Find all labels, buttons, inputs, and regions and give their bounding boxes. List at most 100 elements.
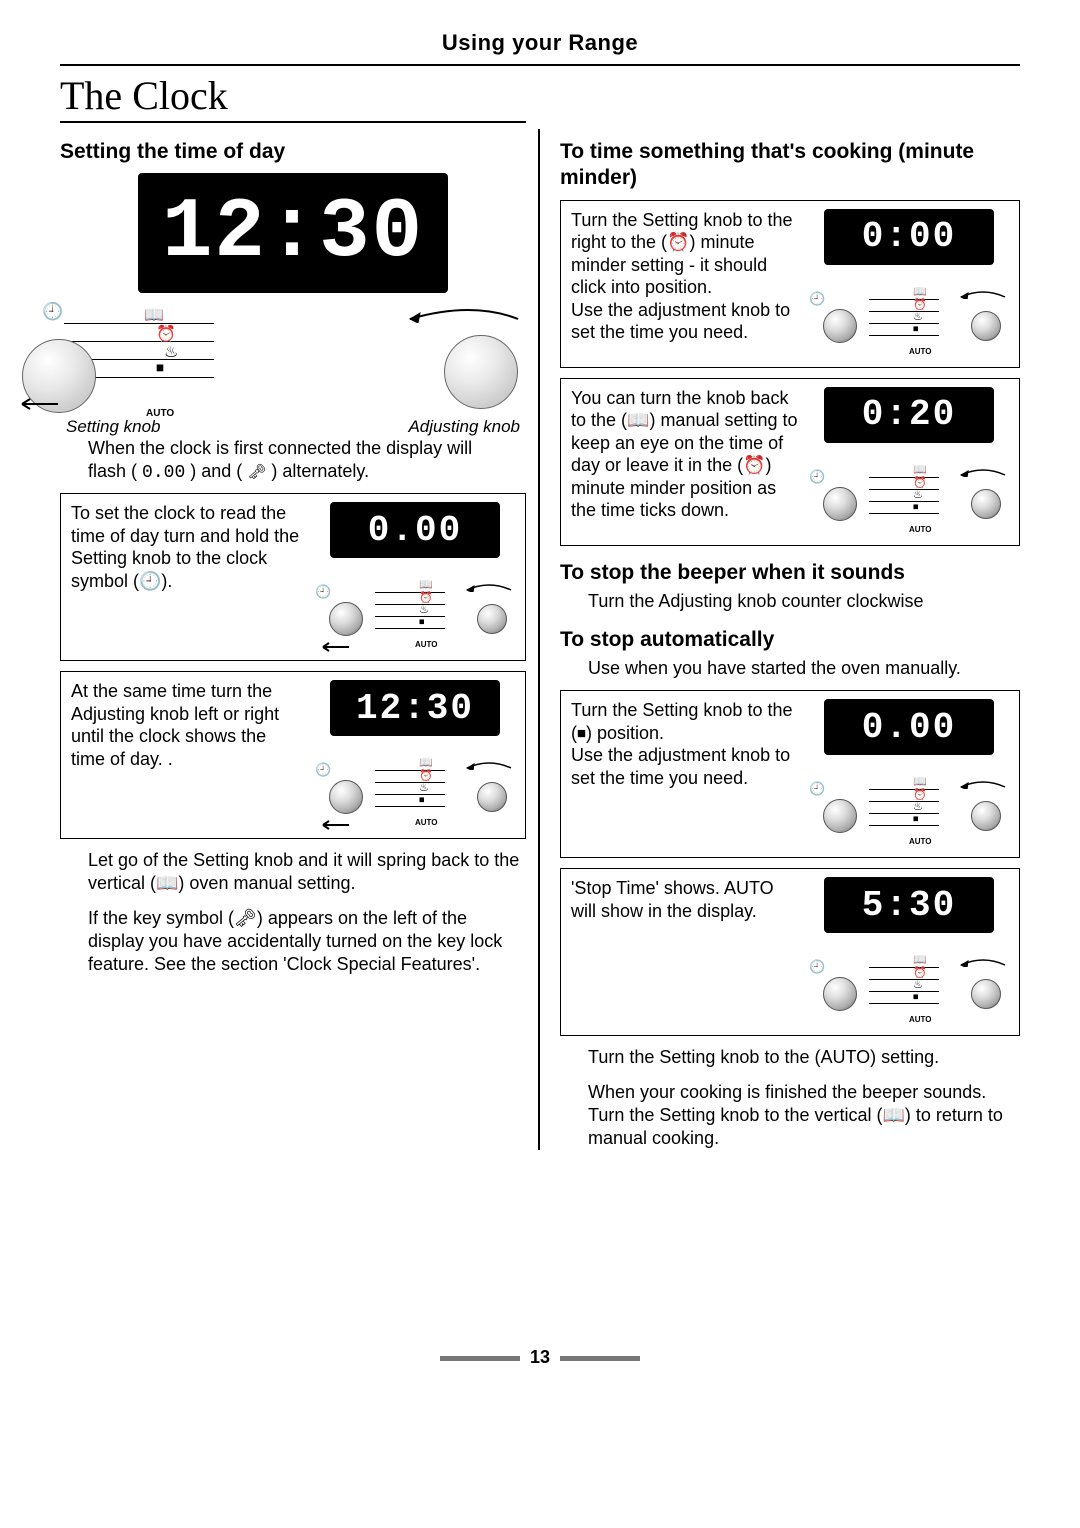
clock-icon: 🕘 — [42, 302, 63, 322]
keylock-text: If the key symbol (🗝) appears on the lef… — [60, 907, 526, 976]
curved-arrow-icon — [402, 305, 522, 323]
key-icon: 🗝 — [247, 464, 266, 481]
oven-icon: ♨ — [913, 489, 923, 501]
instruction-box-minder-set: Turn the Setting knob to the right to th… — [560, 200, 1020, 368]
flash-segment-value: 0.00 — [142, 463, 185, 483]
oven-icon: ♨ — [164, 342, 178, 362]
stop-icon: ⏹ — [913, 501, 919, 513]
mini-knob-diagram: 🕘 📖 ⏰ ♨ ⏹ AUTO — [809, 447, 1009, 537]
lcd-small-display: 0.00 — [330, 502, 500, 558]
left-column: Setting the time of day 12:30 🕘 📖 ⏰ ♨ ⏹ … — [60, 129, 540, 1150]
heading-stop-auto: To stop automatically — [560, 627, 1020, 653]
curved-arrow-icon — [463, 760, 513, 770]
right-column: To time something that's cooking (minute… — [540, 129, 1020, 1150]
letgo-text: Let go of the Setting knob and it will s… — [60, 849, 526, 895]
oven-icon: ♨ — [419, 782, 429, 794]
knob-labels-row: Setting knob Adjusting knob — [60, 417, 526, 437]
mini-knob-diagram: 🕘 📖 ⏰ ♨ ⏹ AUTO — [809, 269, 1009, 359]
box-visual: 12:30 🕘 📖 ⏰ ♨ ⏹ AUTO — [315, 680, 515, 830]
clock-icon: 🕘 — [809, 291, 825, 307]
adjusting-knob-label: Adjusting knob — [408, 417, 520, 437]
stop-icon: ⏹ — [419, 794, 425, 806]
auto-label: AUTO — [909, 837, 932, 846]
stop-beeper-text: Turn the Adjusting knob counter clockwis… — [560, 590, 1020, 613]
minder-icon: ⏰ — [419, 592, 433, 604]
box-text: 'Stop Time' shows. AUTO will show in the… — [571, 877, 799, 922]
stop-auto-text: Use when you have started the oven manua… — [560, 657, 1020, 680]
manual-icon: 📖 — [913, 954, 927, 966]
stop-icon: ⏹ — [913, 991, 919, 1003]
mini-knob-diagram: 🕘 📖 ⏰ ♨ ⏹ AUTO — [315, 562, 515, 652]
big-knob-diagram: 🕘 📖 ⏰ ♨ ⏹ AUTO — [64, 305, 522, 415]
stop-icon: ⏹ — [913, 323, 919, 335]
minder-icon: ⏰ — [156, 324, 176, 344]
oven-icon: ♨ — [913, 801, 923, 813]
instruction-box-minder-turnback: You can turn the knob back to the (📖) ma… — [560, 378, 1020, 546]
curved-arrow-icon — [957, 289, 1007, 299]
auto-label: AUTO — [909, 525, 932, 534]
box-visual: 0.00 🕘 📖 ⏰ ♨ ⏹ AUTO — [315, 502, 515, 652]
manual-icon: 📖 — [144, 305, 164, 325]
mini-knob-diagram: 🕘 📖 ⏰ ♨ ⏹ AUTO — [315, 740, 515, 830]
page-number: 13 — [0, 1347, 1080, 1368]
finish-text: When your cooking is finished the beeper… — [560, 1081, 1020, 1150]
auto-label: AUTO — [415, 640, 438, 649]
section-header: Using your Range — [60, 30, 1020, 56]
adjusting-knob-graphic — [444, 335, 518, 409]
minder-icon: ⏰ — [419, 770, 433, 782]
intro-line-1: When the clock is first connected the di… — [60, 437, 526, 460]
box-visual: 0:00 🕘 📖 ⏰ ♨ ⏹ AUTO — [809, 209, 1009, 359]
knob-graphic-side — [477, 604, 507, 634]
knob-graphic-side — [971, 979, 1001, 1009]
knob-graphic-side — [971, 489, 1001, 519]
instruction-box-adjust-time: At the same time turn the Adjusting knob… — [60, 671, 526, 839]
knob-graphic-side — [477, 782, 507, 812]
manual-icon: 📖 — [913, 464, 927, 476]
setting-knob-label: Setting knob — [66, 417, 161, 437]
knob-graphic — [823, 309, 857, 343]
arrow-left-icon — [319, 820, 353, 830]
auto-label: AUTO — [146, 408, 174, 419]
lcd-small-display: 0:00 — [824, 209, 994, 265]
intro-text-b: ) and ( — [190, 461, 242, 481]
manual-icon: 📖 — [419, 757, 433, 769]
two-column-layout: Setting the time of day 12:30 🕘 📖 ⏰ ♨ ⏹ … — [60, 129, 1020, 1150]
knob-graphic-side — [971, 801, 1001, 831]
lcd-small-display: 0.00 — [824, 699, 994, 755]
lcd-small-display: 12:30 — [330, 680, 500, 736]
intro-text-a: flash ( — [88, 461, 137, 481]
curved-arrow-icon — [957, 467, 1007, 477]
box-text: To set the clock to read the time of day… — [71, 502, 305, 592]
box-visual: 0:20 🕘 📖 ⏰ ♨ ⏹ AUTO — [809, 387, 1009, 537]
lcd-small-display: 0:20 — [824, 387, 994, 443]
auto-label: AUTO — [909, 347, 932, 356]
knob-graphic — [329, 602, 363, 636]
instruction-box-set-clock: To set the clock to read the time of day… — [60, 493, 526, 661]
mini-knob-diagram: 🕘 📖 ⏰ ♨ ⏹ AUTO — [809, 937, 1009, 1027]
minder-icon: ⏰ — [913, 299, 927, 311]
stop-icon: ⏹ — [913, 813, 919, 825]
box-text: Turn the Setting knob to the right to th… — [571, 209, 799, 344]
instruction-box-stop-time: 'Stop Time' shows. AUTO will show in the… — [560, 868, 1020, 1036]
curved-arrow-icon — [463, 582, 513, 592]
heading-setting-time: Setting the time of day — [60, 139, 526, 165]
knob-graphic-side — [971, 311, 1001, 341]
heading-stop-beeper: To stop the beeper when it sounds — [560, 560, 1020, 586]
manual-icon: 📖 — [419, 579, 433, 591]
knob-graphic — [823, 977, 857, 1011]
auto-label: AUTO — [909, 1015, 932, 1024]
box-text: At the same time turn the Adjusting knob… — [71, 680, 305, 770]
minder-icon: ⏰ — [913, 789, 927, 801]
knob-graphic — [329, 780, 363, 814]
clock-icon: 🕘 — [809, 959, 825, 975]
box-text: You can turn the knob back to the (📖) ma… — [571, 387, 799, 522]
turn-auto-text: Turn the Setting knob to the (AUTO) sett… — [560, 1046, 1020, 1069]
knob-graphic — [823, 487, 857, 521]
oven-icon: ♨ — [913, 311, 923, 323]
knob-graphic — [823, 799, 857, 833]
arrow-left-icon — [16, 397, 60, 411]
header-rule — [60, 64, 1020, 66]
clock-icon: 🕘 — [809, 469, 825, 485]
title-rule — [60, 121, 526, 123]
box-visual: 5:30 🕘 📖 ⏰ ♨ ⏹ AUTO — [809, 877, 1009, 1027]
